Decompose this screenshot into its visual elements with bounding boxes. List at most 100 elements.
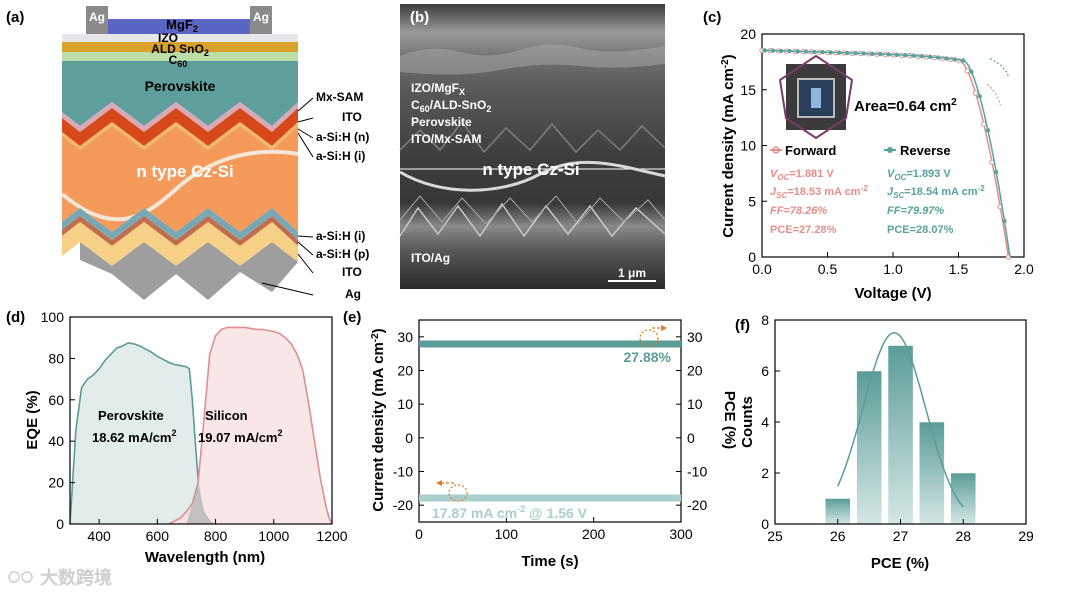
jv-point-reverse [903, 53, 908, 58]
axis-f-ylabel: Counts [739, 396, 756, 448]
asi-n-layer [62, 122, 298, 150]
eqe-overlap-area [186, 482, 213, 524]
panel-label-e: (e) [343, 309, 361, 326]
c-xtick-label-1: 0.5 [818, 261, 838, 277]
jv-point-forward [981, 121, 987, 127]
ag-left-contact [86, 6, 108, 34]
sem-pyramids-bottom [399, 202, 666, 238]
d-ytick-label-0: 0 [56, 516, 64, 532]
e-y2tick-label-2: 0 [687, 430, 695, 446]
si-wave-line [60, 149, 299, 222]
e-y2tick-label-3: 10 [687, 396, 703, 412]
d-ytick-label-4: 80 [48, 350, 64, 366]
jv-point-reverse [911, 53, 916, 58]
forward-ff: FF=78.26% [770, 205, 827, 217]
c-xtick-label-4: 2.0 [1014, 261, 1034, 277]
axes-e-frame [418, 319, 682, 523]
izo-layer [62, 34, 298, 42]
pce-value-label: 27.88% [624, 349, 672, 365]
forward-pce: PCE=27.28% [770, 224, 837, 236]
c-ytick-label-2: 10 [740, 138, 756, 154]
axis-f-xlabel: PCE (%) [871, 555, 929, 572]
axes-d-ticks: 400 600 800 1000 1200 0 20 40 60 80 100 [41, 309, 348, 544]
sem-label-perovskite: Perovskite [411, 115, 472, 129]
perovskite-label: Perovskite [145, 78, 216, 94]
jv-point-reverse [927, 54, 933, 59]
f-xtick-label-0: 25 [767, 528, 783, 544]
e-ytick-label-2: 0 [405, 430, 413, 446]
e-xtick-label-0: 0 [415, 526, 423, 542]
axis-d-xlabel: Wavelength (nm) [145, 549, 265, 566]
gaussian-fit-curve [837, 332, 964, 508]
photo-cell [797, 78, 835, 118]
f-ytick-label-3: 6 [761, 363, 769, 379]
histogram-bar-2 [887, 345, 914, 525]
jv-curves [759, 47, 1012, 260]
histogram-bar-3 [919, 421, 945, 525]
jv-point-reverse [960, 58, 966, 63]
current-axis-arrow-head [436, 480, 442, 486]
jv-point-reverse [828, 50, 834, 55]
axis-d-ylabel: EQE (%) [24, 390, 41, 449]
c-xtick-label-2: 1.0 [883, 261, 903, 277]
photo-frame [778, 54, 854, 140]
ito-bottom-layer [62, 222, 298, 266]
sno2-layer [62, 42, 298, 52]
panel-label-b: (b) [410, 9, 429, 26]
panel-label-a: (a) [6, 9, 24, 26]
sem-top-texture [400, 44, 665, 75]
label-asi-i-bottom: a-Si:H (i) [316, 229, 365, 243]
mgf2-layer [108, 19, 250, 34]
e-ytick-label-0: -20 [393, 497, 413, 513]
label-asi-i-top: a-Si:H (i) [316, 149, 365, 163]
legend-forward-marker [772, 146, 780, 154]
c-ytick-label-3: 15 [740, 82, 756, 98]
e-y2tick-label-5: 30 [687, 329, 703, 345]
jv-line-reverse [761, 49, 1011, 258]
d-xtick-label-1: 600 [146, 528, 170, 544]
sem-wave-line [399, 160, 666, 192]
area-label: Area=0.64 cm2 [854, 97, 957, 115]
jv-point-reverse [985, 128, 991, 133]
watermark: 大数跨境 [8, 567, 112, 588]
sem-label-si: n type Cz-Si [482, 160, 579, 179]
si-label: n type Cz-Si [136, 162, 233, 181]
label-asi-p: a-Si:H (p) [316, 247, 369, 261]
jv-point-reverse [878, 51, 883, 57]
c-ytick-label-0: 0 [748, 249, 756, 265]
d-ytick-label-3: 60 [48, 392, 64, 408]
f-xtick-label-3: 28 [955, 528, 971, 544]
jv-point-reverse [803, 49, 809, 54]
c-xtick-label-3: 1.5 [949, 261, 969, 277]
jv-point-reverse [969, 69, 974, 74]
jv-point-reverse [861, 51, 867, 56]
legend-reverse-label: Reverse [900, 143, 951, 158]
watermark-text: 大数跨境 [40, 567, 112, 588]
label-ito-top: ITO [342, 110, 362, 124]
panel-a-right-labels: Mx-SAM ITO a-Si:H (n) a-Si:H (i) a-Si:H … [316, 90, 369, 301]
sem-label-izo: IZO/MgFX [411, 81, 465, 97]
f-xtick-label-4: 29 [1018, 528, 1034, 544]
perovskite-layer [62, 61, 298, 126]
photo-active-area [811, 88, 821, 108]
f-ytick-label-4: 8 [761, 312, 769, 328]
legend-forward-label: Forward [785, 143, 836, 158]
panel-label-d: (d) [6, 309, 25, 326]
e-xtick-label-3: 300 [669, 526, 693, 542]
histogram-bar-1 [856, 370, 882, 525]
c-ytick-label-4: 20 [740, 26, 756, 42]
forward-stats: VOC=1.881 V JSC=18.53 mA cm-2 FF=78.26% … [770, 168, 868, 236]
f-xtick-label-2: 27 [893, 528, 909, 544]
sem-pyramids-mid [399, 195, 666, 225]
jv-point-reverse [870, 51, 875, 56]
ag-right-label: Ag [253, 10, 269, 24]
mgf2-label: MgF2 [166, 17, 198, 34]
perovskite-eqe-name: Perovskite [98, 408, 164, 423]
jv-point-reverse [977, 94, 982, 99]
watermark-logo-icon [8, 571, 20, 583]
label-ag-bottom: Ag [345, 287, 361, 301]
jv-point-reverse [994, 169, 999, 175]
jv-point-reverse [853, 51, 858, 56]
jv-point-forward [964, 68, 970, 74]
label-mx-sam: Mx-SAM [316, 90, 363, 104]
